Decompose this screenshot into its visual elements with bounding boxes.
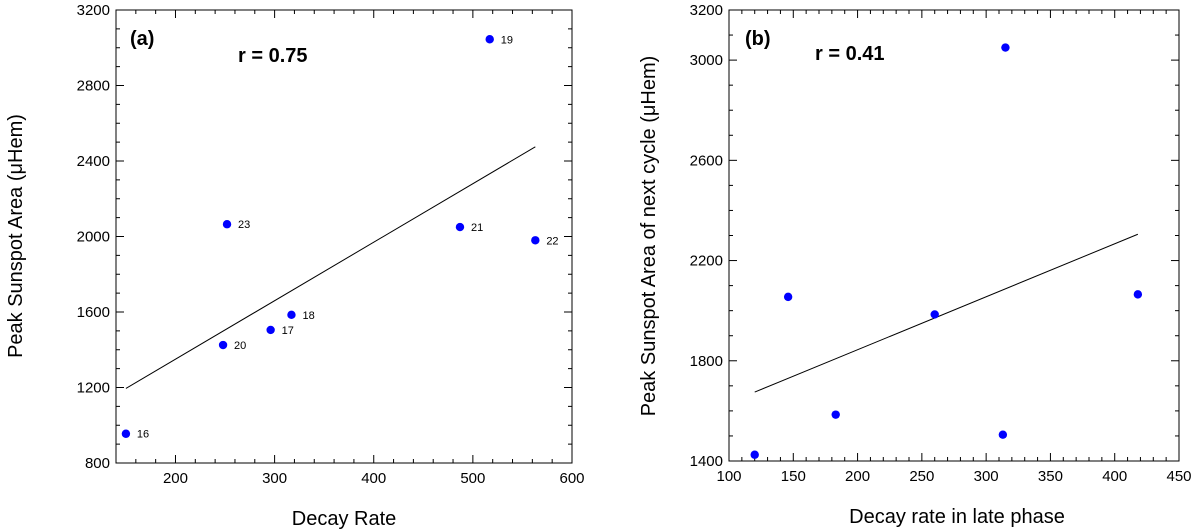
y-tick-label: 1400	[690, 453, 723, 470]
data-point	[750, 450, 759, 459]
x-tick-label: 300	[974, 468, 999, 485]
point-label: 20	[234, 340, 246, 352]
points-a: 16 17 18 19 20 21 22 23	[121, 34, 559, 441]
data-point	[998, 430, 1008, 439]
y-tick-label: 1200	[77, 380, 110, 397]
x-tick-label: 600	[559, 470, 584, 487]
x-tick-label: 400	[361, 470, 386, 487]
x-tick-label: 100	[716, 468, 741, 485]
panel-a: 200 300 400 500 600 800 1200 1600 2000 2400 2800 32…	[5, 2, 585, 530]
y-tick-label: 3200	[690, 2, 723, 19]
x-tick-label: 200	[163, 470, 188, 487]
data-point	[455, 222, 465, 232]
data-point	[531, 236, 540, 245]
data-point	[831, 410, 840, 419]
plot-frame-a	[115, 9, 573, 464]
y-tick-label: 2200	[690, 253, 723, 270]
fit-line-group-a	[125, 146, 536, 389]
data-point	[287, 310, 296, 320]
point-label: 23	[238, 219, 250, 231]
x-tick-label: 200	[845, 468, 870, 485]
fit-line-group-b	[754, 233, 1139, 393]
x-tick-label: 300	[262, 470, 287, 487]
ticks-b: 100 150 200 250 300 350 400 450 1400 1800 2200 2600…	[690, 2, 1192, 485]
x-tick-label: 500	[460, 470, 485, 487]
correlation-annotation-b: r = 0.41	[815, 43, 885, 65]
y-axis-label-a: Peak Sunspot Area (μHem)	[5, 114, 27, 358]
y-tick-label: 3000	[690, 52, 723, 69]
data-point	[1133, 290, 1143, 299]
x-tick-label: 450	[1166, 468, 1191, 485]
ticks-a: 200 300 400 500 600 800 1200 1600 2000 2400 2800 32…	[77, 2, 585, 487]
y-tick-label: 1600	[77, 304, 110, 321]
correlation-annotation-a: r = 0.75	[238, 45, 308, 67]
points-b	[750, 43, 1143, 459]
data-point	[222, 220, 232, 229]
y-tick-label: 2600	[690, 152, 723, 169]
point-label: 17	[282, 325, 294, 337]
x-tick-label: 250	[909, 468, 934, 485]
data-point	[266, 325, 275, 335]
data-point	[1001, 43, 1010, 52]
point-label: 19	[501, 34, 513, 46]
x-tick-label: 350	[1038, 468, 1063, 485]
y-tick-label: 2800	[77, 78, 110, 95]
plot-frame-b	[728, 9, 1180, 462]
y-tick-label: 2000	[77, 229, 110, 246]
point-label: 22	[546, 235, 558, 247]
data-point	[121, 429, 131, 438]
data-point	[930, 310, 939, 319]
point-label: 18	[302, 310, 314, 322]
x-tick-label: 150	[781, 468, 806, 485]
point-label: 16	[137, 429, 149, 441]
y-tick-label: 800	[85, 455, 110, 472]
regression-line	[754, 233, 1139, 393]
y-tick-label: 2400	[77, 153, 110, 170]
y-axis-label-b: Peak Sunspot Area of next cycle (μHem)	[638, 56, 660, 417]
panel-label-b: (b)	[745, 28, 771, 50]
regression-line	[125, 146, 536, 389]
x-tick-label: 400	[1102, 468, 1127, 485]
point-label: 21	[471, 222, 483, 234]
data-point	[485, 35, 494, 44]
data-point	[783, 292, 793, 302]
y-tick-label: 3200	[77, 2, 110, 19]
y-tick-label: 1800	[690, 353, 723, 370]
panel-label-a: (a)	[130, 28, 154, 50]
panel-b: 100 150 200 250 300 350 400 450 1400 1800 2200 2600…	[638, 2, 1192, 528]
x-axis-label-b: Decay rate in late phase	[849, 506, 1065, 528]
x-axis-label-a: Decay Rate	[292, 508, 397, 530]
data-point	[218, 340, 228, 350]
